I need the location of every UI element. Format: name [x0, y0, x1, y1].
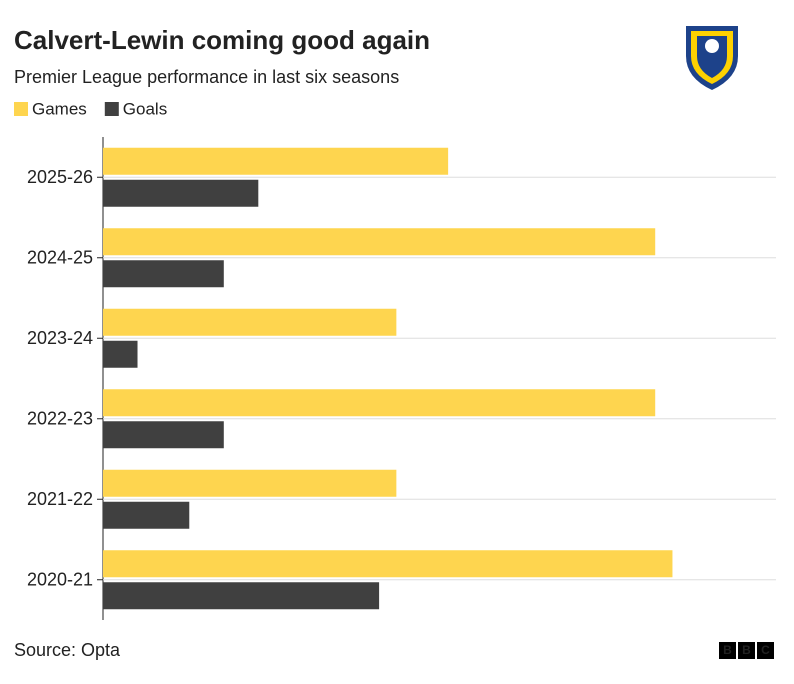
- brand-letter: B: [742, 643, 751, 657]
- brand-letter: C: [761, 643, 770, 657]
- legend-swatch: [104, 102, 119, 116]
- y-tick-label: 2024-25: [27, 248, 93, 268]
- bar: [103, 469, 397, 497]
- bar: [103, 340, 138, 368]
- legend-swatch: [14, 102, 28, 116]
- club-crest: [686, 26, 738, 90]
- legend-label: Games: [32, 99, 87, 118]
- brand-letter: B: [723, 643, 732, 657]
- bar: [103, 179, 259, 207]
- bar: [103, 260, 224, 288]
- bar: [103, 501, 190, 529]
- source: Source: Opta: [14, 640, 121, 660]
- bar: [103, 147, 449, 175]
- y-tick-label: 2022-23: [27, 409, 93, 429]
- bar: [103, 308, 397, 336]
- y-tick-label: 2023-24: [27, 328, 93, 348]
- y-tick-label: 2025-26: [27, 167, 93, 187]
- y-tick-label: 2021-22: [27, 489, 93, 509]
- chart-subtitle: Premier League performance in last six s…: [14, 67, 399, 87]
- y-tick-label: 2020-21: [27, 570, 93, 590]
- bar: [103, 421, 224, 449]
- brand-box: [719, 642, 736, 659]
- brand-box: [757, 642, 774, 659]
- legend-label: Goals: [123, 99, 167, 118]
- chart-title: Calvert-Lewin coming good again: [14, 25, 430, 55]
- brand-box: [738, 642, 755, 659]
- bar: [103, 582, 380, 610]
- bar: [103, 550, 673, 578]
- bar: [103, 228, 656, 256]
- bar: [103, 389, 656, 417]
